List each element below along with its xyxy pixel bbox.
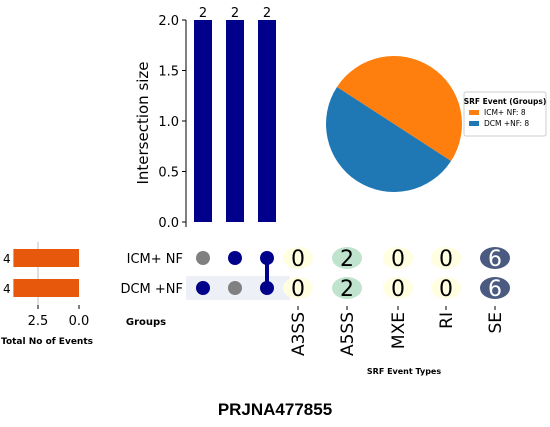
- legend-swatch: [469, 121, 479, 126]
- total-events-axis-label: Total No of Events: [1, 337, 93, 347]
- matrix-dot-inactive: [196, 251, 210, 265]
- srf-cell: [431, 277, 461, 299]
- legend-box: [463, 91, 547, 137]
- srf-event-groups-pie: [326, 56, 462, 192]
- matrix-row-label: ICM+ NF: [127, 252, 183, 267]
- srf-cell: [283, 277, 313, 299]
- total-events-bar: [13, 279, 79, 297]
- matrix-dot-inactive: [228, 281, 242, 295]
- srf-cell-value: 2: [340, 277, 354, 302]
- groups-axis-label: Groups: [126, 317, 166, 328]
- upset-matrix: ICM+ NF DCM +NF Groups: [120, 251, 274, 328]
- total-events-chart: 4 4 2.5 0.0 Total No of Events: [1, 242, 93, 347]
- srf-cell-value: 6: [488, 247, 502, 272]
- x-tick-label: 2.5: [28, 314, 49, 329]
- srf-cell: [283, 247, 313, 269]
- matrix-row-label: DCM +NF: [120, 282, 183, 297]
- figure-title: PRJNA477855: [217, 400, 333, 419]
- srf-column-label: RI: [437, 312, 457, 329]
- srf-cell: [332, 247, 362, 269]
- srf-column-label: A3SS: [289, 312, 309, 356]
- total-events-bar: [13, 249, 79, 267]
- matrix-dot-active: [228, 251, 242, 265]
- pie-legend: SRF Event (Groups) ICM+ NF: 8 DCM +NF: 8: [463, 91, 547, 137]
- legend-swatch: [469, 110, 479, 115]
- srf-cell-value: 2: [340, 247, 354, 272]
- srf-cell-value: 0: [391, 247, 405, 272]
- intersection-size-chart: Intersection size 0.0 0.5 1.0 1.5 2.0 2 2 2: [134, 6, 276, 231]
- srf-cell: [383, 277, 413, 299]
- srf-cell: [332, 277, 362, 299]
- y-tick-label: 0.5: [158, 166, 179, 181]
- srf-cell: [480, 277, 510, 299]
- srf-column-label: A5SS: [338, 312, 358, 356]
- srf-cell-value: 6: [488, 277, 502, 302]
- intersection-bar: [226, 20, 244, 222]
- srf-column-label: MXE: [389, 312, 409, 349]
- pie-slice: [326, 86, 452, 192]
- intersection-bar-label: 2: [263, 6, 271, 21]
- y-tick-label: 0.0: [158, 216, 179, 231]
- srf-cell-value: 0: [391, 277, 405, 302]
- intersection-size-axis-label: Intersection size: [134, 61, 152, 184]
- srf-cell-value: 0: [291, 247, 305, 272]
- srf-cell: [431, 247, 461, 269]
- srf-cell-value: 0: [439, 247, 453, 272]
- intersection-bar: [258, 20, 276, 222]
- intersection-bar-label: 2: [199, 6, 207, 21]
- pie-slice: [336, 56, 462, 162]
- y-tick-label: 2.0: [158, 14, 179, 29]
- matrix-dot-active: [260, 251, 274, 265]
- intersection-bar-label: 2: [231, 6, 239, 21]
- srf-cell: [480, 247, 510, 269]
- y-tick-label: 1.5: [158, 65, 179, 80]
- x-tick-label: 0.0: [69, 314, 90, 329]
- srf-event-types-axis-label: SRF Event Types: [367, 367, 441, 376]
- matrix-dot-active: [260, 281, 274, 295]
- total-events-value: 4: [3, 282, 11, 296]
- legend-title: SRF Event (Groups): [464, 97, 547, 106]
- srf-cell: [383, 247, 413, 269]
- srf-cell-value: 0: [291, 277, 305, 302]
- matrix-dot-active: [196, 281, 210, 295]
- legend-label: ICM+ NF: 8: [484, 108, 526, 117]
- total-events-value: 4: [3, 252, 11, 266]
- srf-column-label: SE: [486, 312, 506, 334]
- srf-cell-value: 0: [439, 277, 453, 302]
- intersection-bar: [194, 20, 212, 222]
- y-tick-label: 1.0: [158, 115, 179, 130]
- legend-label: DCM +NF: 8: [484, 119, 529, 128]
- srf-event-types-heatmap: 0 2 0 0 6 0 2 0 0 6 A3SS A5SS MXE RI SE SRF Event Typ…: [283, 247, 510, 376]
